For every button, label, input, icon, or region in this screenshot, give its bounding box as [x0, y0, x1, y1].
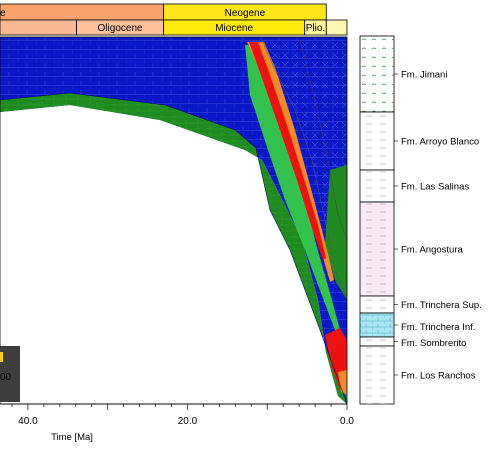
legend-box: 00: [0, 346, 20, 402]
period-label: Neogene: [225, 8, 266, 19]
formation-pattern: [360, 337, 394, 346]
formation-pattern: [360, 313, 394, 337]
layer-green-light: [245, 45, 347, 404]
layer-red: [249, 42, 326, 260]
epoch-label: Miocene: [215, 23, 253, 34]
formation-label: Fm. Las Salinas: [401, 182, 469, 193]
geologic-timescale: e Neogene Oligocene Miocene Plio.: [0, 3, 348, 36]
legend-box-background: [0, 346, 20, 402]
horizon-line-3: [299, 39, 347, 241]
formation-label: Fm. Arroyo Blanco: [401, 137, 479, 148]
epoch-cell: [325, 19, 348, 36]
formation-label: Fm. Trinchera Inf.: [401, 322, 475, 333]
formation-label: Fm. Jimani: [401, 70, 447, 81]
horizon-line-2: [261, 39, 347, 301]
formation-pattern: [360, 202, 394, 296]
layer-green-dark-column: [325, 165, 347, 300]
period-label: e: [0, 8, 6, 19]
formation-pattern: [360, 346, 394, 404]
period-cell: [0, 3, 164, 21]
x-tick-label: 20.0: [178, 416, 198, 427]
formation-pattern: [360, 170, 394, 202]
epoch-label: Plio.: [306, 23, 325, 34]
horizon-line-1: [0, 92, 347, 404]
formation-column: Fm. Jimani Fm. Arroyo Blanco Fm. Las Salin…: [359, 35, 482, 405]
layer-blue-upper-pattern: [0, 37, 347, 404]
formation-label: Fm. Trinchera Sup.: [401, 300, 482, 311]
formation-label: Fm. Angostura: [401, 245, 463, 256]
legend-box-label: 00: [0, 372, 12, 383]
formation-pattern: [360, 296, 394, 313]
x-tick-label: 0.0: [340, 416, 354, 427]
formation-label: Fm. Sombrerito: [401, 338, 466, 349]
epoch-cell: [0, 19, 77, 36]
x-axis-title: Time [Ma]: [51, 432, 93, 443]
x-axis: 40.0 20.0 0.0: [0, 403, 354, 427]
formation-pattern: [360, 36, 394, 112]
layer-blue-crosshatch: [262, 40, 347, 220]
legend-swatch: [0, 352, 3, 362]
epoch-label: Oligocene: [98, 23, 143, 34]
burial-plot-area: [0, 36, 348, 405]
x-tick-label: 40.0: [18, 416, 38, 427]
formation-pattern: [360, 112, 394, 170]
layer-orange-bottom: [338, 370, 347, 395]
formation-label: Fm. Los Ranchos: [401, 371, 476, 382]
